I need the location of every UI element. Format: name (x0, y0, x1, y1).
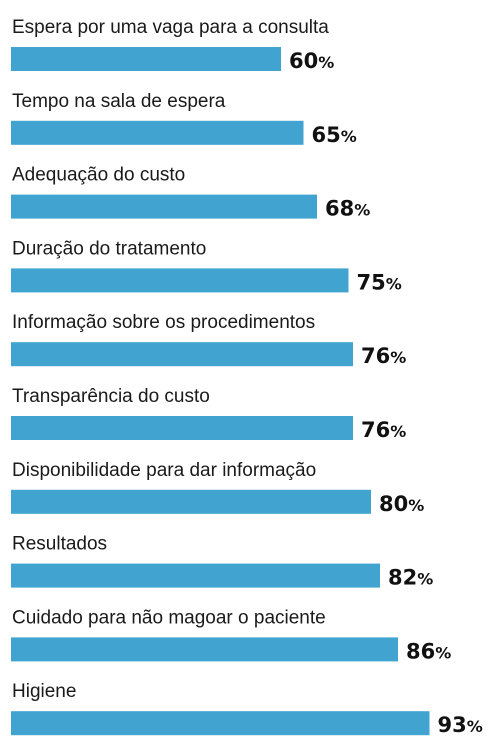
bar (11, 194, 317, 219)
value-number: 60 (289, 49, 318, 73)
value-unit: % (386, 274, 402, 293)
value-unit: % (408, 496, 424, 515)
value-unit: % (467, 717, 483, 736)
value-label: 76% (361, 418, 406, 442)
category-label: Transparência do custo (12, 386, 210, 407)
bar-row: Espera por uma vaga para a consulta 60% (11, 17, 334, 73)
value-number: 82 (388, 566, 417, 590)
category-label: Duração do tratamento (12, 238, 206, 259)
value-number: 65 (312, 123, 341, 147)
value-label: 60% (289, 49, 334, 73)
value-number: 75 (357, 270, 386, 294)
bar (11, 342, 353, 367)
bar (11, 416, 353, 440)
value-label: 93% (438, 713, 483, 737)
value-number: 76 (361, 418, 390, 442)
bar-row: Duração do tratamento 75% (11, 238, 402, 294)
value-unit: % (341, 127, 357, 146)
bar (11, 268, 349, 293)
value-number: 76 (361, 344, 390, 368)
bar (11, 120, 304, 145)
value-number: 86 (406, 639, 435, 663)
value-label: 80% (379, 492, 424, 516)
value-label: 75% (357, 270, 402, 294)
category-label: Disponibilidade para dar informação (12, 460, 316, 481)
bar (11, 563, 380, 588)
bar-row: Adequação do custo 68% (11, 165, 370, 221)
bar (11, 489, 371, 514)
bar-row: Higiene 93% (11, 681, 483, 737)
value-number: 93 (438, 713, 467, 737)
category-label: Informação sobre os procedimentos (12, 312, 315, 333)
value-unit: % (435, 643, 451, 662)
category-label: Higiene (12, 681, 76, 702)
value-label: 68% (325, 197, 370, 221)
value-unit: % (390, 422, 406, 441)
value-unit: % (354, 201, 370, 220)
category-label: Adequação do custo (12, 165, 185, 186)
bar-row: Informação sobre os procedimentos 76% (11, 312, 406, 368)
bar-row: Tempo na sala de espera 65% (11, 91, 357, 147)
bar (11, 47, 281, 71)
value-label: 86% (406, 639, 451, 663)
value-unit: % (390, 348, 406, 367)
category-label: Cuidado para não magoar o paciente (12, 607, 326, 628)
bar-row: Resultados 82% (11, 534, 433, 590)
value-unit: % (318, 53, 334, 72)
category-label: Tempo na sala de espera (12, 91, 226, 112)
bar (11, 637, 398, 662)
value-label: 76% (361, 344, 406, 368)
value-label: 82% (388, 566, 433, 590)
bar (11, 711, 430, 736)
category-label: Espera por uma vaga para a consulta (12, 17, 329, 38)
category-label: Resultados (12, 534, 107, 555)
bar-row: Transparência do custo 76% (11, 386, 406, 442)
value-unit: % (417, 570, 433, 589)
value-label: 65% (312, 123, 357, 147)
bar-row: Disponibilidade para dar informação 80% (11, 460, 424, 516)
bar-row: Cuidado para não magoar o paciente 86% (11, 607, 451, 663)
value-number: 80 (379, 492, 408, 516)
value-number: 68 (325, 197, 354, 221)
